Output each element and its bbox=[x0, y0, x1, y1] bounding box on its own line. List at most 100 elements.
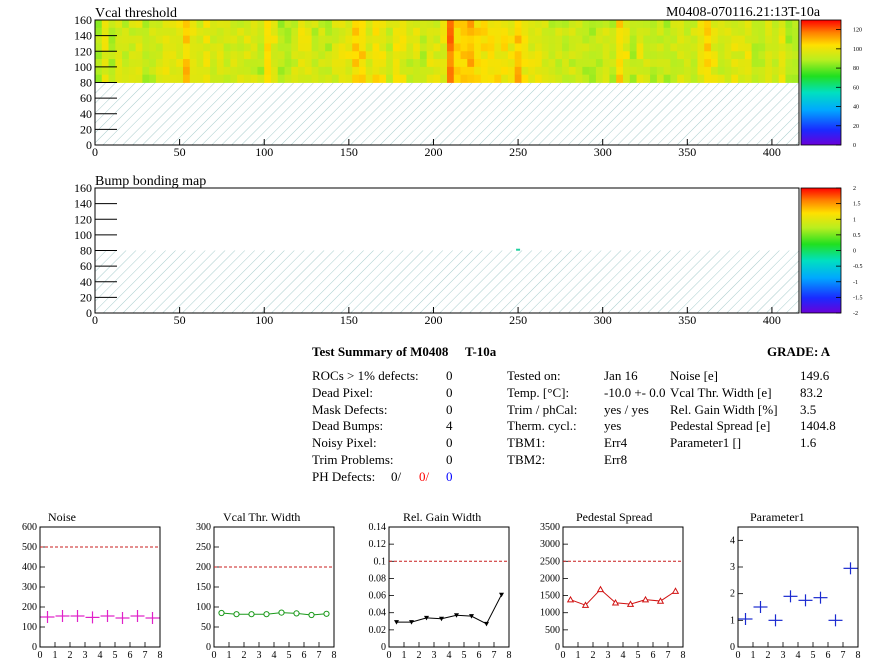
heatmap-cell bbox=[101, 43, 109, 52]
heatmap-cell bbox=[216, 27, 225, 37]
heatmap-cell bbox=[575, 74, 583, 83]
heatmap-cell bbox=[683, 20, 692, 29]
performance-label: Noise [e] bbox=[670, 368, 719, 383]
heatmap-cell bbox=[250, 66, 258, 76]
heatmap-cell bbox=[162, 27, 170, 37]
heatmap-cell bbox=[440, 74, 448, 83]
heatmap-cell bbox=[284, 59, 292, 68]
heatmap-cell bbox=[575, 66, 583, 76]
heatmap-cell bbox=[683, 66, 692, 76]
heatmap-cell bbox=[589, 74, 597, 83]
heatmap-cell bbox=[142, 51, 150, 60]
heatmap-cell bbox=[203, 74, 211, 83]
heatmap-cell bbox=[392, 51, 401, 60]
heatmap-cell bbox=[413, 74, 421, 83]
heatmap-cell bbox=[101, 20, 109, 29]
heatmap-cell bbox=[365, 66, 373, 76]
heatmap-cell bbox=[480, 51, 489, 60]
heatmap-cell bbox=[562, 43, 570, 52]
heatmap-cell bbox=[758, 20, 766, 29]
heatmap-cell bbox=[487, 74, 495, 83]
heatmap-cell bbox=[623, 43, 631, 52]
color-scale-label: 60 bbox=[853, 85, 859, 91]
heatmap-cell bbox=[277, 27, 285, 37]
heatmap-cell bbox=[372, 35, 380, 44]
heatmap-cell bbox=[609, 35, 617, 44]
heatmap-cell bbox=[433, 43, 441, 52]
heatmap-cell bbox=[264, 51, 272, 60]
heatmap-cell bbox=[548, 20, 556, 29]
condition-value: -10.0 +- 0.0 bbox=[604, 384, 666, 400]
heatmap-cell bbox=[467, 74, 475, 83]
heatmap-cell bbox=[149, 27, 157, 37]
heatmap-cell bbox=[223, 27, 231, 37]
heatmap-cell bbox=[636, 74, 644, 83]
heatmap-cell bbox=[460, 43, 468, 52]
heatmap-cell bbox=[467, 43, 475, 52]
color-scale-label: 80 bbox=[853, 66, 859, 72]
y-tick-label: 3500 bbox=[540, 522, 560, 533]
data-point bbox=[439, 616, 444, 622]
heatmap-cell bbox=[183, 66, 191, 76]
heatmap-cell bbox=[670, 74, 678, 83]
x-tick-label: 8 bbox=[681, 650, 686, 661]
heatmap-cell bbox=[528, 43, 536, 52]
heatmap-cell bbox=[196, 74, 204, 83]
heatmap-cell bbox=[237, 35, 245, 44]
heatmap-cell bbox=[677, 66, 685, 76]
heatmap-cell bbox=[656, 74, 665, 83]
heatmap-cell bbox=[595, 35, 604, 44]
heatmap-cell bbox=[257, 66, 265, 76]
heatmap-cell bbox=[169, 43, 177, 52]
y-tick-label: 40 bbox=[80, 275, 92, 289]
heatmap-cell bbox=[697, 66, 705, 76]
heatmap-cell bbox=[711, 74, 719, 83]
data-point bbox=[611, 598, 620, 606]
heatmap-cell bbox=[149, 35, 157, 44]
heatmap-cell bbox=[744, 59, 753, 68]
heatmap-cell bbox=[345, 74, 353, 83]
heatmap-cell bbox=[223, 43, 231, 52]
heatmap-cell bbox=[115, 27, 123, 37]
heatmap-cell bbox=[379, 27, 387, 37]
heatmap-cell bbox=[359, 51, 367, 60]
heatmap-cell bbox=[528, 59, 536, 68]
heatmap-cell bbox=[575, 43, 583, 52]
heatmap-cell bbox=[155, 43, 164, 52]
heatmap-cell bbox=[210, 43, 218, 52]
heatmap-cell bbox=[717, 20, 725, 29]
heatmap-cell bbox=[331, 20, 340, 29]
y-tick-label: 1500 bbox=[540, 591, 560, 602]
heatmap-cell bbox=[568, 51, 577, 60]
heatmap-cell bbox=[765, 51, 773, 60]
heatmap-cell bbox=[284, 27, 292, 37]
heatmap-cell bbox=[602, 35, 610, 44]
heatmap-cell bbox=[210, 74, 218, 83]
heatmap-cell bbox=[778, 27, 786, 37]
heatmap-cell bbox=[460, 51, 468, 60]
heatmap-cell bbox=[501, 20, 509, 29]
heatmap-cell bbox=[284, 74, 292, 83]
heatmap-cell bbox=[243, 51, 252, 60]
heatmap-cell bbox=[704, 35, 712, 44]
heatmap-cell bbox=[548, 35, 556, 44]
heatmap-cell bbox=[115, 35, 123, 44]
condition-value: yes / yes bbox=[604, 401, 649, 417]
heatmap-cell bbox=[325, 43, 333, 52]
defect-value: 4 bbox=[446, 418, 453, 434]
heatmap-cell bbox=[108, 51, 116, 60]
heatmap-cell bbox=[352, 66, 360, 76]
heatmap-cell bbox=[264, 59, 272, 68]
heatmap-cell bbox=[413, 20, 421, 29]
y-tick-label: 0.02 bbox=[369, 625, 387, 636]
heatmap-cell bbox=[765, 74, 773, 83]
module-test-id: M0408-070116.21:13T-10a bbox=[666, 5, 821, 20]
x-tick-label: 0 bbox=[736, 650, 741, 661]
heatmap-cell bbox=[460, 59, 468, 68]
heatmap-cell bbox=[379, 66, 387, 76]
heatmap-cell bbox=[122, 35, 130, 44]
heatmap-cell bbox=[169, 66, 177, 76]
heatmap-cell bbox=[575, 51, 583, 60]
condition-label: Trim / phCal: bbox=[507, 401, 578, 417]
